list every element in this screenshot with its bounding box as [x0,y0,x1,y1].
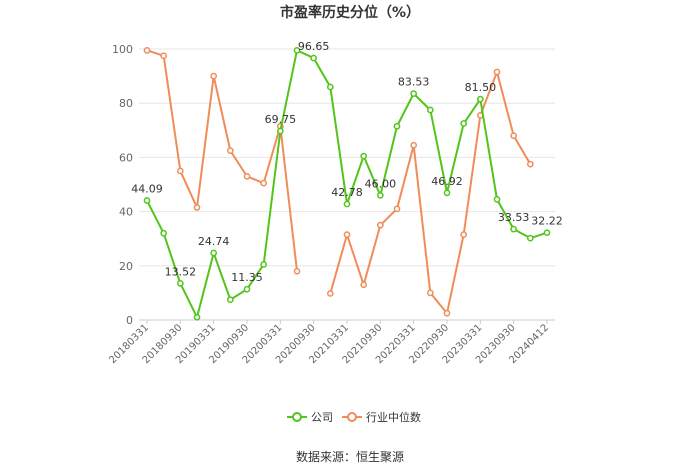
data-label: 81.50 [465,81,497,94]
data-label: 32.22 [531,215,563,228]
data-point[interactable] [260,179,268,187]
series-line [146,49,298,272]
data-point[interactable] [510,225,518,233]
data-point[interactable] [510,132,518,140]
data-label: 69.75 [265,113,297,126]
data-point[interactable] [443,309,451,317]
data-point[interactable] [343,200,351,208]
legend-item-company[interactable]: 公司 [287,411,333,424]
data-point[interactable] [160,52,168,60]
data-point[interactable] [543,229,551,237]
data-label: 11.35 [231,271,263,284]
y-tick-label: 100 [112,43,133,56]
data-point[interactable] [476,95,484,103]
y-tick-label: 0 [126,314,133,327]
data-point[interactable] [293,47,301,54]
data-label: 33.53 [498,211,530,224]
data-point[interactable] [360,152,368,160]
data-point[interactable] [343,231,351,238]
source-note: 数据来源：恒生聚源 [296,449,404,464]
data-point[interactable] [243,285,251,293]
data-point[interactable] [260,261,268,268]
legend-label-industry: 行业中位数 [366,410,421,424]
data-point[interactable] [376,191,384,199]
data-label: 44.09 [131,183,163,196]
data-point[interactable] [376,221,384,229]
y-tick-label: 40 [119,206,133,219]
data-label: 13.52 [165,265,197,278]
y-tick-label: 60 [119,151,133,164]
data-point[interactable] [193,204,201,211]
data-point[interactable] [393,122,401,130]
series-layer [143,47,551,321]
data-point[interactable] [326,83,334,91]
data-label: 83.53 [398,76,430,89]
x-axis: 2018033120180930201903312019093020200331… [107,320,551,366]
chart-title: 市盈率历史分位（%） [280,4,420,21]
y-axis: 0 20 40 60 80 100 [112,43,133,327]
data-point[interactable] [526,160,534,168]
data-point[interactable] [493,196,501,203]
data-point[interactable] [276,127,284,135]
data-point[interactable] [426,289,434,297]
data-point[interactable] [426,106,434,114]
data-point[interactable] [210,249,218,257]
data-point[interactable] [143,197,151,204]
data-point[interactable] [176,280,184,287]
data-label: 46.00 [365,177,397,190]
data-label: 46.92 [431,175,463,188]
data-label: 42.78 [331,186,363,199]
data-point[interactable] [410,90,418,97]
series-company [143,47,551,321]
data-point[interactable] [226,296,234,304]
data-point[interactable] [193,313,201,321]
data-point[interactable] [143,47,151,54]
y-tick-label: 20 [119,260,133,273]
y-tick-label: 80 [119,97,133,110]
legend[interactable]: 公司 行业中位数 [287,410,421,424]
data-point[interactable] [176,167,184,175]
data-point[interactable] [243,173,251,180]
data-point[interactable] [443,189,451,197]
data-point[interactable] [310,54,318,62]
data-point[interactable] [526,234,534,242]
data-point[interactable] [393,205,401,213]
data-point[interactable] [210,72,218,80]
data-point[interactable] [293,267,301,275]
data-point[interactable] [460,231,468,238]
data-point[interactable] [410,141,418,149]
data-point[interactable] [360,281,368,289]
data-point[interactable] [460,120,468,127]
data-point[interactable] [326,290,334,297]
data-point[interactable] [226,147,234,154]
data-labels: 44.09 13.52 24.74 11.35 69.75 96.65 42.7846.00… [131,40,563,284]
grid [139,48,555,321]
data-point[interactable] [160,229,168,237]
data-label: 96.65 [298,40,330,53]
legend-item-industry[interactable]: 行业中位数 [342,410,421,424]
legend-label-company: 公司 [311,411,333,424]
data-point[interactable] [493,68,501,76]
data-label: 24.74 [198,235,230,248]
